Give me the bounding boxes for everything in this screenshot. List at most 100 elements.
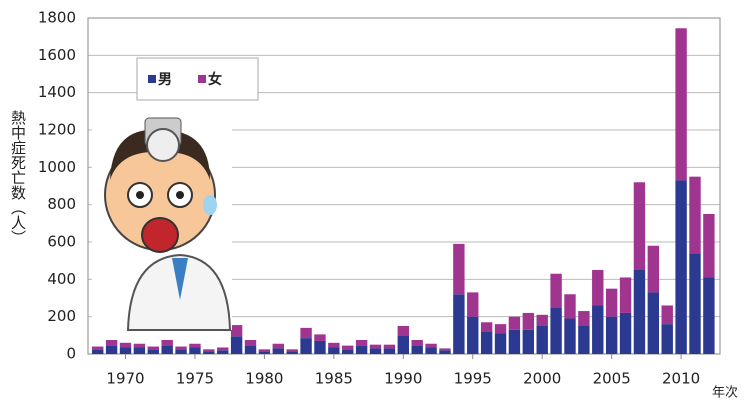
- bar-segment: [272, 343, 284, 349]
- bar-segment: [480, 322, 493, 332]
- bar-segment: [675, 180, 687, 354]
- bar-segment: [467, 316, 479, 354]
- bar-segment: [411, 345, 423, 354]
- bar-segment: [647, 292, 660, 354]
- bar-segment: [522, 312, 535, 330]
- bar-segment: [536, 326, 548, 354]
- bar-segment: [286, 349, 298, 352]
- bar-segment: [217, 347, 229, 351]
- bar-segment: [244, 345, 257, 354]
- legend-swatch: [148, 75, 156, 83]
- bar-segment: [119, 342, 132, 348]
- bar-segment: [383, 348, 396, 354]
- bar-segment: [175, 346, 187, 350]
- bar-segment: [133, 347, 146, 354]
- y-tick-label: 1200: [38, 121, 76, 139]
- bar-segment: [689, 176, 701, 254]
- bar-segment: [703, 277, 715, 354]
- bar-segment: [369, 344, 382, 349]
- legend-box: [136, 57, 259, 101]
- legend-label: 女: [208, 71, 222, 88]
- bar-segment: [619, 312, 632, 354]
- bar-segment: [230, 336, 243, 354]
- bar-segment: [342, 345, 354, 350]
- doctor-illustration: [92, 117, 232, 331]
- y-tick-label: 1800: [38, 9, 76, 27]
- bar-segment: [633, 270, 646, 354]
- bar-segment: [147, 349, 159, 354]
- bar-segment: [453, 294, 465, 354]
- bar-segment: [661, 324, 673, 354]
- bar-segment: [92, 349, 104, 354]
- x-tick-label: 2000: [523, 370, 561, 388]
- bar-segment: [605, 316, 618, 354]
- bar-segment: [411, 340, 423, 346]
- bar-segment: [328, 342, 340, 348]
- legend-label: 男: [158, 72, 172, 88]
- x-tick-label: 2010: [662, 370, 700, 388]
- bar-segment: [314, 340, 326, 354]
- bar-segment: [425, 347, 437, 354]
- bar-segment: [578, 311, 590, 326]
- plot-layer: 0 200 400 600 800 1000 1200 1400 1600 1800 1970 197…: [38, 9, 721, 388]
- bar-segment: [522, 329, 535, 354]
- bar-segment: [342, 349, 354, 354]
- bar-segment: [203, 351, 215, 354]
- bar-segment: [355, 345, 368, 354]
- bar-segment: [453, 243, 465, 295]
- bar-segment: [619, 277, 632, 313]
- y-tick-label: 200: [47, 307, 76, 325]
- bar-segment: [244, 340, 257, 346]
- bar-segment: [161, 345, 173, 354]
- bar-segment: [675, 28, 687, 181]
- y-tick-label: 600: [47, 233, 76, 251]
- bar-segment: [550, 307, 562, 354]
- bar-segment: [467, 292, 479, 317]
- bar-segment: [605, 288, 618, 317]
- bar-segment: [494, 333, 507, 354]
- x-tick-label: 2005: [593, 370, 631, 388]
- bar-segment: [592, 305, 604, 354]
- x-tick-label: 1980: [245, 370, 283, 388]
- y-tick-label: 1000: [38, 158, 76, 176]
- bar-segment: [397, 326, 410, 336]
- bar-segment: [286, 351, 298, 354]
- bar-segment: [633, 182, 646, 270]
- x-tick-label: 1990: [384, 370, 422, 388]
- bar-segment: [425, 343, 437, 348]
- x-tick-label: 1975: [176, 370, 214, 388]
- bar-segment: [105, 345, 118, 354]
- x-tick-label: 1970: [106, 370, 144, 388]
- bar-segment: [703, 214, 715, 278]
- bar-segment: [92, 346, 104, 350]
- x-axis-label: 年次: [712, 385, 738, 401]
- bar-segment: [105, 340, 118, 346]
- bar-segment: [689, 253, 701, 354]
- bar-segment: [133, 343, 146, 348]
- bar-segment: [175, 349, 187, 354]
- bar-segment: [300, 327, 312, 339]
- bar-segment: [578, 326, 590, 354]
- bar-segment: [258, 349, 271, 352]
- bar-segment: [536, 314, 548, 326]
- bar-segment: [397, 335, 410, 354]
- bar-segment: [328, 347, 340, 354]
- bar-segment: [189, 343, 201, 348]
- bar-segment: [383, 344, 396, 349]
- bar-segment: [300, 338, 312, 354]
- bar-segment: [147, 346, 159, 350]
- y-tick-label: 0: [66, 345, 76, 363]
- bar-segment: [480, 331, 493, 354]
- bar-segment: [439, 348, 451, 351]
- y-tick-label: 800: [47, 195, 76, 213]
- y-tick-label: 400: [47, 270, 76, 288]
- legend-swatch: [198, 75, 206, 83]
- bar-segment: [119, 347, 132, 354]
- bar-segment: [508, 316, 521, 330]
- y-axis-label: 熱中症死亡数（人）: [9, 110, 27, 245]
- bar-segment: [592, 270, 604, 306]
- bar-segment: [161, 340, 173, 346]
- bar-segment: [217, 350, 229, 354]
- bar-segment: [508, 329, 521, 354]
